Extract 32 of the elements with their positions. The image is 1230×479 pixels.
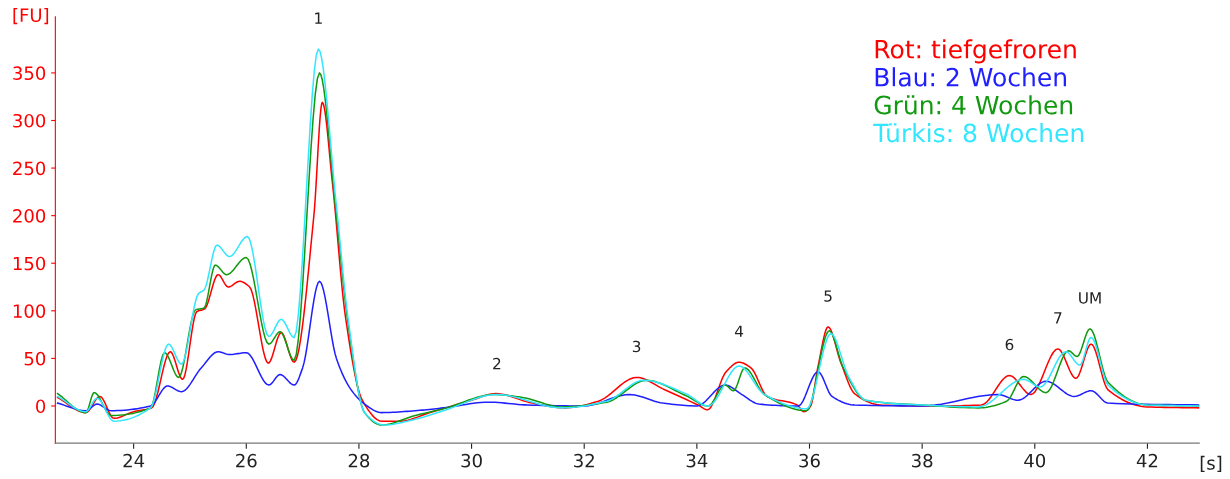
annotation: 1 xyxy=(315,12,322,24)
text: Grün: 4 Wochen xyxy=(874,95,1073,115)
y-tick-label: 300 xyxy=(13,113,46,128)
y-tick-label: 0 xyxy=(36,399,46,414)
text: Türkis: 8 Wochen xyxy=(873,123,1084,143)
x-tick-label: 28 xyxy=(348,453,370,468)
y-tick-label: 50 xyxy=(24,351,46,366)
y-tick-label: 200 xyxy=(13,209,46,223)
y-tick-label: 100 xyxy=(13,304,46,318)
x-tick-label: 30 xyxy=(461,453,482,468)
y-tick-label: 150 xyxy=(13,256,46,271)
annotation: 3 xyxy=(632,340,641,353)
x-axis-title: [s] xyxy=(1200,455,1222,472)
annotation: 7 xyxy=(1054,312,1062,324)
x-tick-label: 36 xyxy=(799,453,820,468)
y-tick-label: 350 xyxy=(13,66,46,81)
x-tick-label: 34 xyxy=(686,453,708,468)
annotation: UM xyxy=(1079,292,1101,304)
annotation: 2 xyxy=(493,357,501,370)
y-tick-label: 250 xyxy=(13,161,46,176)
annotation: 4 xyxy=(734,325,744,337)
x-tick-label: 38 xyxy=(912,453,933,468)
y-axis-title: [FU] xyxy=(13,8,49,25)
x-tick-label: 32 xyxy=(574,453,594,468)
annotation: 5 xyxy=(824,290,832,302)
text: Rot: tiefgefroren xyxy=(875,39,1076,64)
x-tick-label: 42 xyxy=(1136,453,1158,468)
x-tick-label: 24 xyxy=(123,453,145,468)
text: Blau: 2 Wochen xyxy=(875,67,1066,87)
x-tick-label: 40 xyxy=(1024,453,1046,468)
x-tick-label: 26 xyxy=(236,453,257,468)
annotation: 6 xyxy=(1005,338,1014,351)
